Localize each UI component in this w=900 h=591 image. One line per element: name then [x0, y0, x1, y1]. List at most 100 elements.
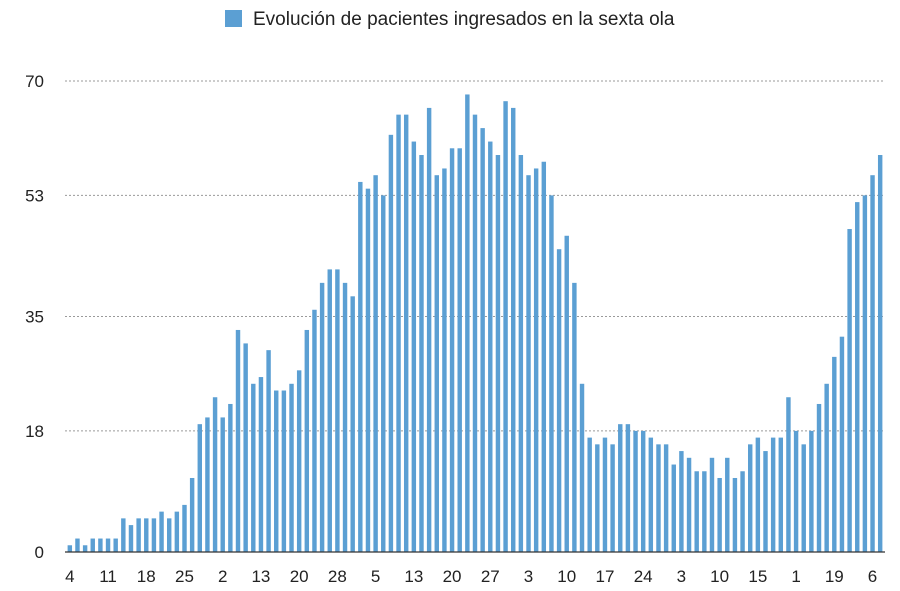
x-tick-label: 3 — [524, 567, 533, 586]
bar — [633, 430, 638, 552]
bar — [144, 518, 149, 552]
bar — [220, 417, 225, 552]
x-tick-label: 2 — [218, 567, 227, 586]
x-tick-label: 18 — [137, 567, 156, 586]
bar — [98, 538, 103, 552]
bar — [281, 390, 287, 552]
bar — [740, 471, 745, 552]
bar — [541, 161, 547, 553]
y-tick-label: 70 — [25, 72, 44, 91]
bar — [618, 424, 623, 552]
bar — [472, 114, 478, 552]
bar — [755, 437, 761, 552]
bar — [258, 377, 264, 552]
bar — [289, 383, 294, 552]
y-tick-label: 53 — [25, 186, 44, 205]
bar — [702, 471, 707, 552]
bar — [373, 175, 378, 552]
bar — [717, 477, 722, 552]
bar — [128, 525, 134, 552]
bar — [251, 383, 256, 552]
bar — [381, 195, 386, 552]
bar — [602, 437, 608, 552]
x-tick-label: 24 — [634, 567, 653, 586]
bar — [549, 195, 554, 552]
bar — [296, 370, 302, 552]
bar — [877, 155, 883, 552]
bar — [770, 437, 776, 552]
bar — [350, 296, 355, 552]
bar — [327, 269, 332, 552]
bar — [403, 114, 409, 552]
x-tick-label: 1 — [791, 567, 800, 586]
bar — [365, 188, 371, 552]
bar — [572, 282, 577, 552]
bar — [832, 356, 837, 552]
bar — [656, 444, 661, 552]
bar — [518, 155, 524, 552]
bar — [495, 155, 501, 552]
bar — [212, 397, 218, 552]
bar — [136, 518, 141, 552]
y-tick-label: 18 — [25, 422, 44, 441]
bar — [839, 336, 845, 552]
bar — [511, 107, 516, 552]
bar — [388, 134, 394, 552]
bar — [663, 444, 669, 552]
bar — [503, 101, 508, 552]
bar — [488, 141, 493, 552]
bar — [640, 430, 646, 552]
x-tick-label: 27 — [481, 567, 500, 586]
bar — [793, 430, 799, 552]
x-tick-label: 28 — [328, 567, 347, 586]
bar — [862, 195, 868, 552]
bar — [174, 511, 180, 552]
bar — [189, 477, 195, 552]
bar — [763, 451, 768, 552]
x-tick-label: 6 — [868, 567, 877, 586]
bar — [113, 538, 118, 552]
x-tick-label: 4 — [65, 567, 74, 586]
legend-label: Evolución de pacientes ingresados en la … — [253, 9, 675, 30]
bar — [312, 309, 317, 552]
bar — [67, 545, 73, 552]
legend-swatch — [225, 10, 242, 27]
bar — [648, 437, 654, 552]
y-tick-label: 35 — [25, 308, 44, 327]
bar — [748, 444, 753, 552]
bar — [205, 417, 210, 552]
bar — [457, 148, 462, 553]
bar — [228, 403, 233, 552]
bar — [449, 148, 455, 553]
y-axis-ticks: 0 18 35 53 70 — [25, 72, 44, 562]
bar — [105, 538, 111, 552]
bar — [358, 181, 363, 552]
bar — [579, 383, 585, 552]
bar — [625, 424, 631, 552]
bar — [335, 269, 340, 552]
bar — [694, 471, 699, 552]
x-tick-label: 10 — [557, 567, 576, 586]
bar — [304, 329, 310, 552]
bar — [526, 175, 531, 552]
x-tick-label: 11 — [99, 567, 117, 586]
bar — [725, 457, 730, 552]
bar — [610, 444, 615, 552]
bar — [671, 464, 676, 552]
bar — [870, 175, 875, 552]
x-tick-label: 19 — [825, 567, 844, 586]
bar — [266, 350, 271, 552]
bar — [75, 538, 80, 552]
bar — [679, 451, 684, 552]
bar — [824, 383, 829, 552]
bar — [121, 518, 126, 552]
bar — [732, 477, 738, 552]
x-axis-ticks: 4 11 18 25 2 13 20 28 5 13 20 27 3 10 17 24 3 10 15 1 19 6 — [65, 567, 877, 586]
bar — [243, 343, 248, 552]
bar — [159, 511, 164, 552]
bar — [396, 114, 401, 552]
x-tick-label: 15 — [748, 567, 767, 586]
x-tick-label: 13 — [404, 567, 423, 586]
bar — [426, 107, 432, 552]
